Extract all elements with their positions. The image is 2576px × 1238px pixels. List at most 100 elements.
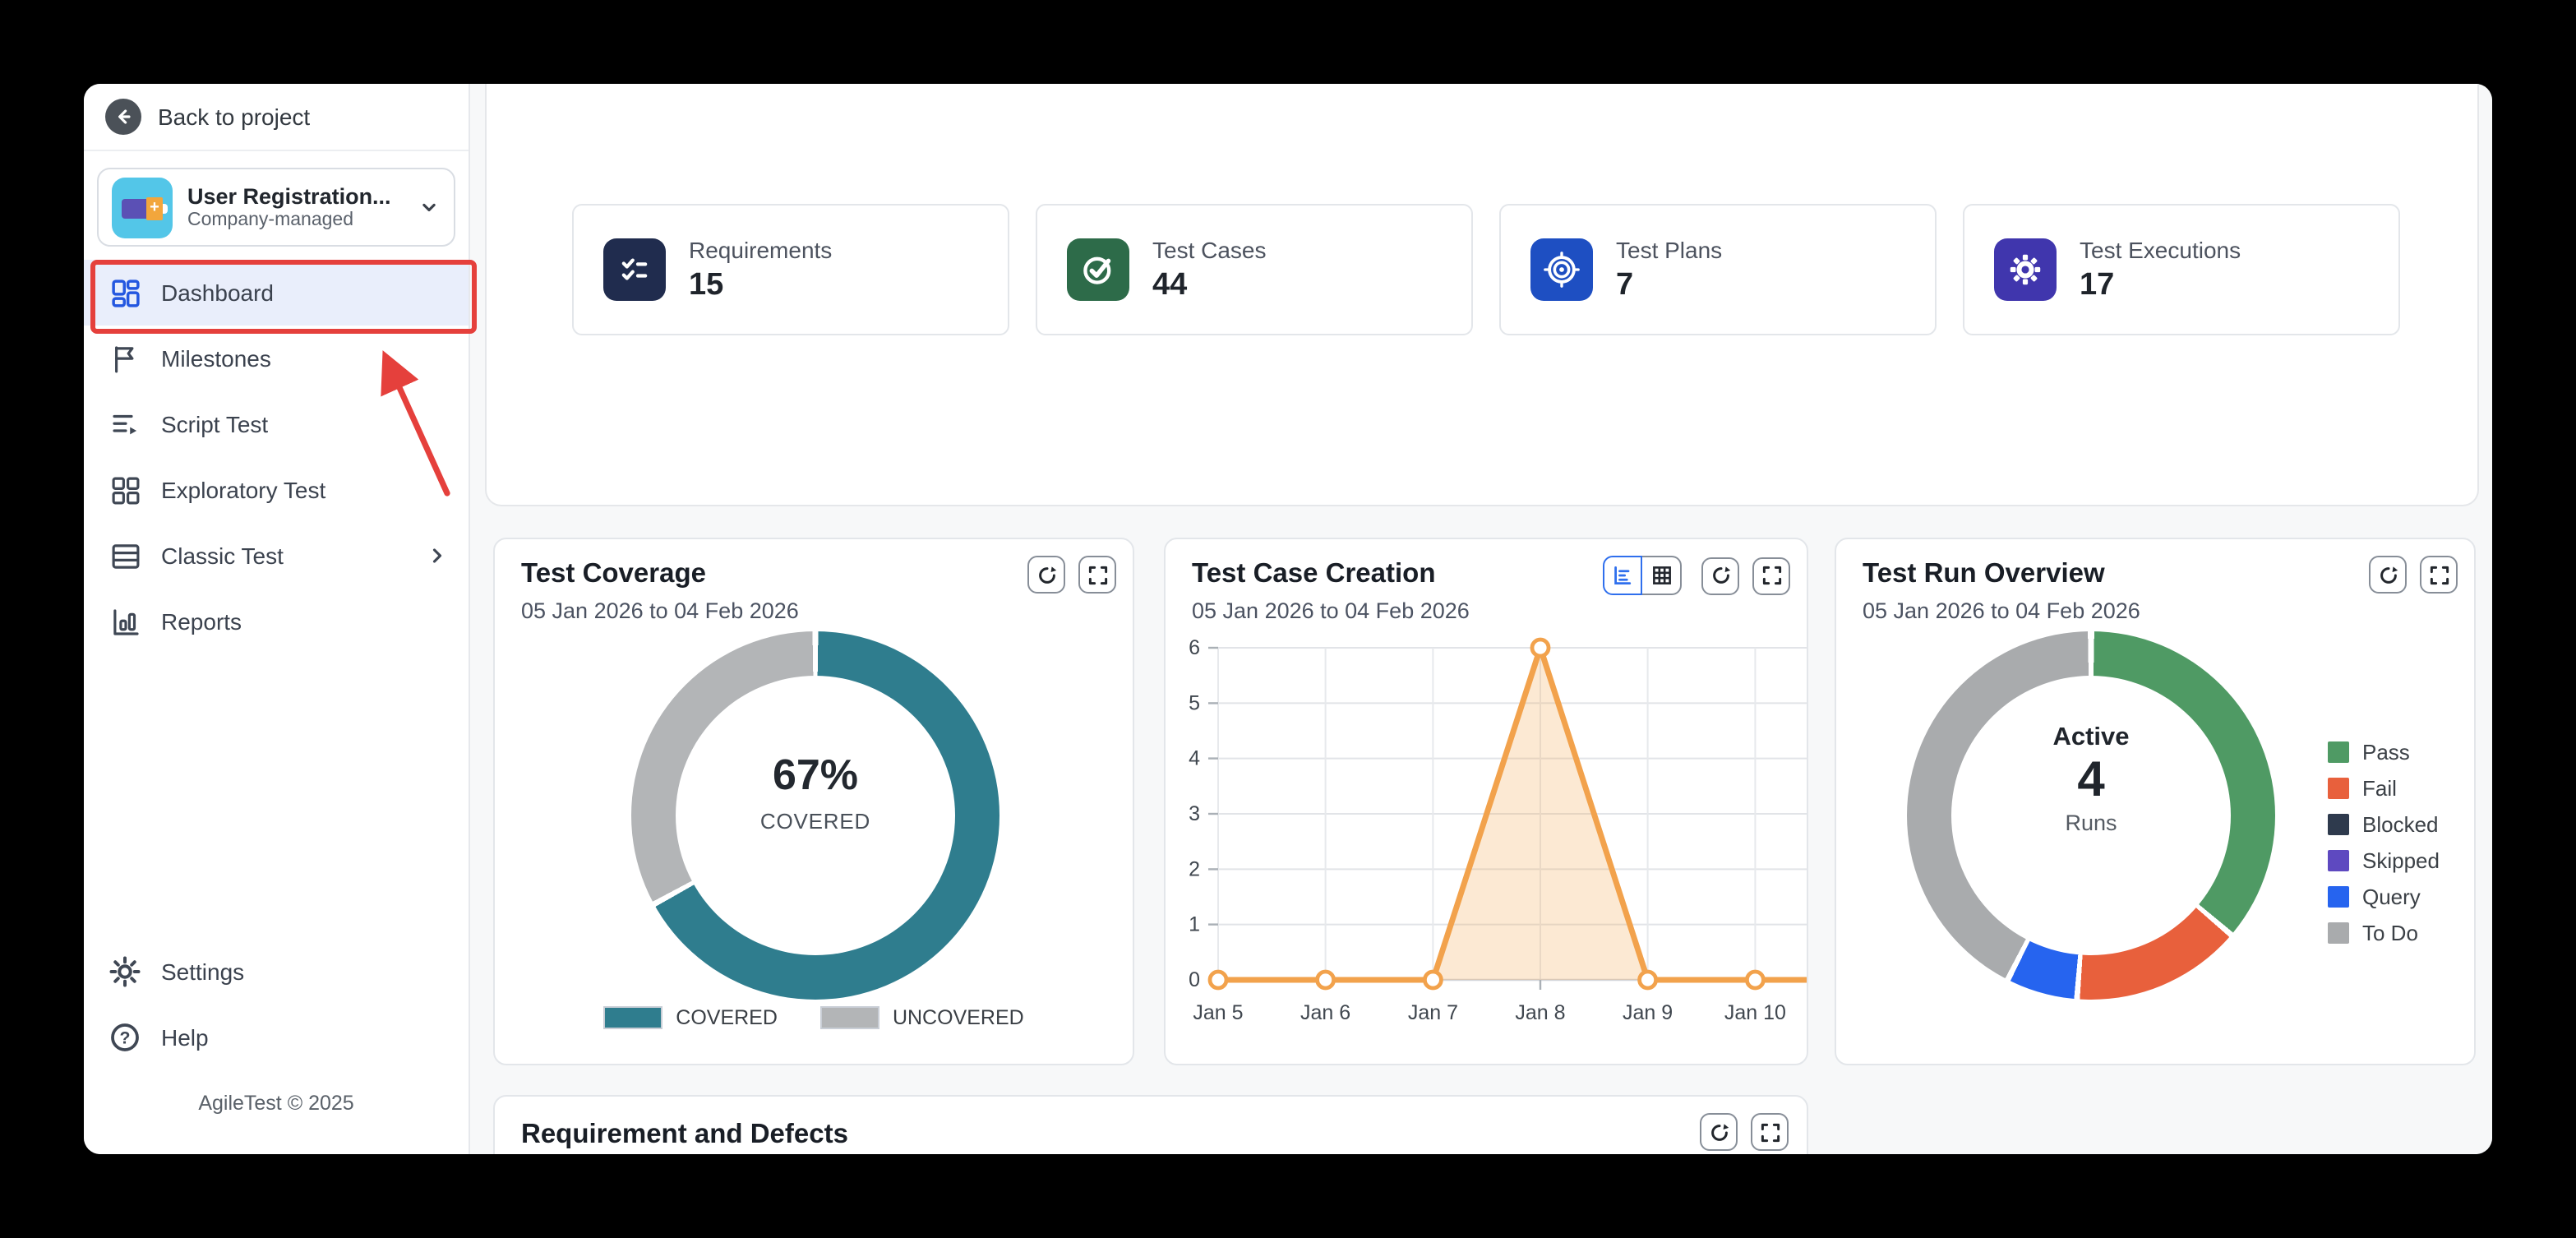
- legend-item: Fail: [2328, 776, 2440, 801]
- test-run-overview-card: Test Run Overview 05 Jan 2026 to 04 Feb …: [1835, 538, 2476, 1065]
- project-type: Company-managed: [187, 210, 354, 230]
- card-date-range: 05 Jan 2026 to 04 Feb 2026: [1863, 598, 2140, 623]
- legend-item: Blocked: [2328, 812, 2440, 837]
- test-coverage-card: Test Coverage 05 Jan 2026 to 04 Feb 2026…: [493, 538, 1134, 1065]
- legend-item: Skipped: [2328, 848, 2440, 873]
- svg-text:1: 1: [1189, 913, 1200, 936]
- sidebar-item-label: Reports: [161, 608, 242, 635]
- sidebar: Back to project + User Registration... C…: [84, 84, 470, 1154]
- target-icon: [1530, 238, 1593, 301]
- todo-swatch: [2328, 922, 2349, 944]
- svg-text:Jan 7: Jan 7: [1408, 1001, 1458, 1024]
- stat-value: 17: [2080, 267, 2115, 302]
- check-circle-icon: [1067, 238, 1129, 301]
- coverage-legend: COVERED UNCOVERED: [495, 1006, 1133, 1029]
- requirements-icon: [603, 238, 666, 301]
- test-case-creation-card: Test Case Creation 05 Jan 2026 to 04 Feb…: [1164, 538, 1808, 1065]
- fail-swatch: [2328, 778, 2349, 799]
- stat-value: 44: [1152, 267, 1188, 302]
- project-name: User Registration...: [187, 184, 391, 209]
- sidebar-item-label: Classic Test: [161, 543, 284, 569]
- legend-item: Query: [2328, 885, 2440, 909]
- card-title: Test Case Creation: [1192, 559, 1436, 589]
- stat-label: Test Executions: [2080, 236, 2241, 262]
- grid-icon: [108, 473, 143, 507]
- back-to-project-label: Back to project: [158, 104, 311, 130]
- sidebar-item-label: Settings: [161, 959, 245, 985]
- table-view-button[interactable]: [1642, 556, 1682, 595]
- main-content: Requirements 15 Test Cases 44 Test Pla: [470, 84, 2492, 1154]
- gear-icon: [108, 954, 143, 989]
- test-run-donut-chart: [1907, 631, 2275, 1000]
- sidebar-item-label: Dashboard: [161, 279, 274, 306]
- svg-text:0: 0: [1189, 968, 1200, 991]
- sidebar-item-classic-test[interactable]: Classic Test: [84, 523, 469, 589]
- legend-item: To Do: [2328, 921, 2440, 945]
- runs-center-label: Active: [2052, 723, 2130, 751]
- sidebar-item-exploratory-test[interactable]: Exploratory Test: [84, 457, 469, 523]
- fullscreen-button[interactable]: [2420, 556, 2458, 594]
- stat-label: Requirements: [689, 236, 833, 262]
- fullscreen-button[interactable]: [1078, 556, 1116, 594]
- sidebar-item-dashboard[interactable]: Dashboard: [84, 260, 469, 326]
- sidebar-item-script-test[interactable]: Script Test: [84, 391, 469, 457]
- sidebar-item-label: Help: [161, 1024, 209, 1051]
- fullscreen-button[interactable]: [1751, 1113, 1789, 1151]
- help-icon: ?: [108, 1020, 143, 1055]
- app-footer: AgileTest © 2025: [198, 1092, 354, 1115]
- sidebar-item-label: Exploratory Test: [161, 477, 326, 503]
- stat-value: 7: [1616, 267, 1634, 302]
- rows-icon: [108, 538, 143, 573]
- svg-text:Jan 6: Jan 6: [1300, 1001, 1350, 1024]
- chevron-down-icon: [418, 196, 441, 219]
- fullscreen-button[interactable]: [1752, 557, 1790, 594]
- stat-card-test-plans: Test Plans 7: [1499, 204, 1937, 335]
- coverage-donut-chart: [631, 631, 999, 1000]
- svg-text:5: 5: [1189, 691, 1200, 714]
- chart-view-button[interactable]: [1603, 556, 1642, 595]
- refresh-button[interactable]: [2369, 556, 2407, 594]
- stat-label: Test Plans: [1616, 236, 1723, 262]
- stat-card-requirements: Requirements 15: [572, 204, 1009, 335]
- test-run-legend: Pass Fail Blocked Skipped: [2328, 740, 2440, 959]
- runs-center-sub: Runs: [2065, 810, 2117, 834]
- card-title: Test Coverage: [521, 559, 706, 589]
- svg-text:4: 4: [1189, 747, 1200, 770]
- pass-swatch: [2328, 741, 2349, 763]
- sidebar-item-label: Milestones: [161, 345, 271, 372]
- sidebar-nav: Dashboard Milestones Script Test: [84, 260, 469, 654]
- query-swatch: [2328, 886, 2349, 908]
- project-selector[interactable]: + User Registration... Company-managed: [97, 168, 455, 247]
- project-avatar: +: [112, 177, 173, 238]
- requirement-defects-card: Requirement and Defects: [493, 1095, 1808, 1154]
- dashboard-icon: [108, 275, 143, 310]
- legend-item: UNCOVERED: [819, 1006, 1024, 1029]
- back-to-project-button[interactable]: Back to project: [84, 84, 469, 151]
- card-date-range: 05 Jan 2026 to 04 Feb 2026: [521, 598, 799, 623]
- flag-icon: [108, 341, 143, 376]
- card-title: Test Run Overview: [1863, 559, 2105, 589]
- legend-item: COVERED: [603, 1006, 778, 1029]
- sidebar-item-help[interactable]: ? Help: [84, 1005, 469, 1070]
- refresh-button[interactable]: [1700, 1113, 1738, 1151]
- legend-item: Pass: [2328, 740, 2440, 765]
- card-title: Requirement and Defects: [521, 1120, 848, 1149]
- svg-text:Jan 8: Jan 8: [1515, 1001, 1565, 1024]
- refresh-button[interactable]: [1027, 556, 1065, 594]
- creation-line-chart: 0 1 2 3 4 5 6 Jan 5 Jan 6 Jan 7 Jan 8: [1189, 636, 1807, 1024]
- sidebar-item-milestones[interactable]: Milestones: [84, 326, 469, 391]
- coverage-percent: 67%: [772, 750, 859, 799]
- sidebar-bottom: Settings ? Help AgileTest © 2025: [84, 939, 469, 1115]
- refresh-button[interactable]: [1701, 557, 1739, 594]
- svg-text:?: ?: [120, 1028, 131, 1047]
- svg-text:6: 6: [1189, 636, 1200, 659]
- uncovered-swatch: [819, 1006, 879, 1029]
- sidebar-item-settings[interactable]: Settings: [84, 939, 469, 1005]
- svg-text:3: 3: [1189, 802, 1200, 825]
- svg-text:Jan 9: Jan 9: [1623, 1001, 1673, 1024]
- skipped-swatch: [2328, 850, 2349, 871]
- gear-solid-icon: [1994, 238, 2057, 301]
- sidebar-item-reports[interactable]: Reports: [84, 589, 469, 654]
- stat-value: 15: [689, 267, 724, 302]
